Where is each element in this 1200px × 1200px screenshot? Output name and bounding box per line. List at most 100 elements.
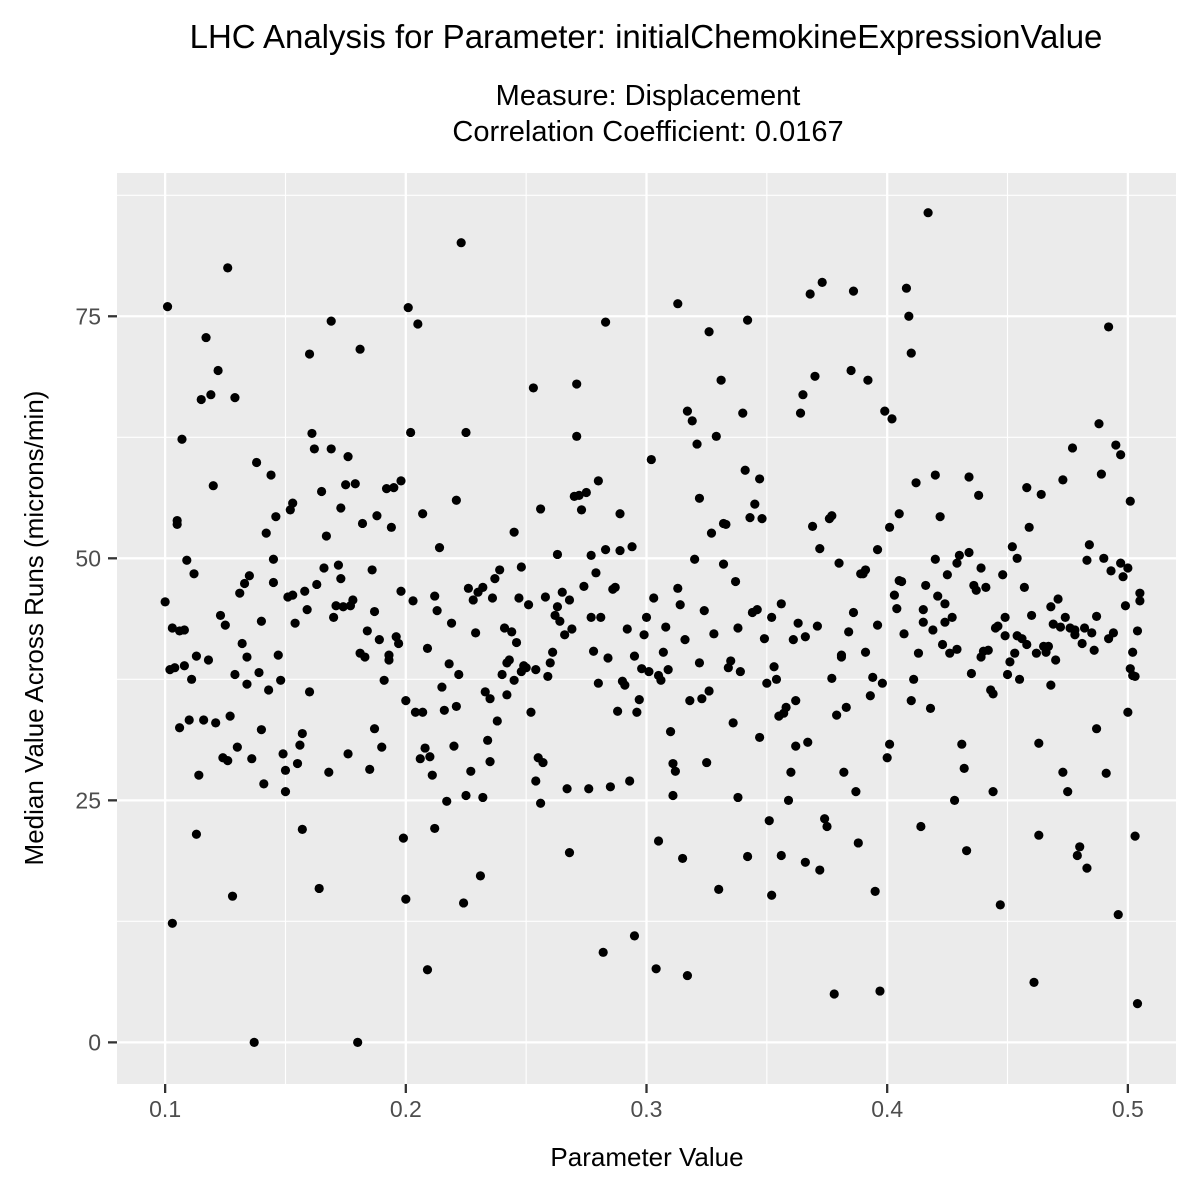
chart-subtitle-measure: Measure: Displacement [496,80,801,112]
data-point [668,790,678,801]
data-point [815,865,825,875]
data-point [1104,322,1114,332]
data-point [242,679,252,689]
data-point [177,434,187,444]
data-point [304,687,315,697]
data-point [461,427,471,438]
data-point [622,624,632,634]
data-point [427,770,437,780]
data-point [661,622,671,632]
data-point [557,587,567,597]
data-point [174,723,185,733]
data-point [548,647,558,657]
data-point [162,302,173,312]
data-point [1005,657,1015,667]
data-point [271,512,281,522]
data-point [485,757,495,767]
data-point [552,602,563,612]
data-point [160,597,170,607]
data-point [634,695,644,705]
data-point [418,509,428,519]
chart-subtitle-correlation: Correlation Coefficient: 0.0167 [452,116,843,148]
data-point [437,682,447,692]
data-point [839,767,849,777]
data-point [343,749,353,759]
data-point [1053,594,1063,604]
data-point [379,675,389,685]
data-point [887,414,897,424]
data-point [899,629,909,639]
data-point [483,735,493,745]
data-point [401,894,411,904]
data-point [942,570,952,580]
data-point [974,490,984,500]
data-point [531,776,541,786]
data-point [923,208,933,218]
data-point [966,668,977,679]
data-point [644,666,654,677]
data-point [189,569,199,579]
data-point [1000,612,1010,622]
data-point [466,766,476,776]
data-point [449,741,459,751]
data-point [384,650,394,660]
data-point [629,651,640,661]
data-point [365,764,375,774]
data-point [865,691,875,701]
data-point [422,965,433,975]
x-tick-label: 0.2 [390,1096,422,1122]
data-point [822,821,832,832]
data-point [1118,572,1128,582]
data-point [242,652,252,662]
data-point [336,574,346,584]
data-point [949,795,960,805]
data-point [406,427,416,438]
data-point [682,970,693,981]
data-point [860,565,871,575]
data-point [478,792,488,803]
data-point [526,707,536,717]
data-point [940,599,950,609]
data-point [230,669,240,680]
data-point [538,757,548,768]
data-point [841,702,851,713]
data-point [1091,724,1102,734]
data-point [182,555,192,565]
data-point [314,883,324,894]
data-point [290,618,300,628]
data-point [1108,628,1119,638]
data-point [572,431,582,441]
data-point [377,742,387,752]
data-point [1132,999,1143,1009]
data-point [442,796,452,806]
data-point [625,776,635,786]
data-point [1055,622,1066,632]
data-point [682,406,693,416]
data-point [545,658,555,668]
data-point [259,779,269,789]
data-point [1063,787,1073,797]
data-point [516,562,526,572]
y-tick-label: 25 [75,787,101,813]
data-point [962,846,972,856]
data-point [904,311,914,321]
data-point [278,749,288,759]
data-point [1132,626,1143,636]
data-point [848,607,859,618]
data-point [957,739,967,749]
x-axis-ticks: 0.1 0.2 0.3 0.4 0.5 [149,1084,1144,1122]
data-point [810,371,820,381]
data-point [649,593,659,603]
data-point [235,588,245,598]
data-point [201,332,211,343]
data-point [324,767,334,777]
data-point [771,674,782,684]
data-point [846,365,856,376]
data-point [396,586,406,596]
data-point [1051,655,1061,665]
data-point [572,379,582,389]
data-point [916,821,926,832]
data-points [160,208,1145,1047]
data-point [807,521,818,531]
data-point [1058,767,1068,777]
